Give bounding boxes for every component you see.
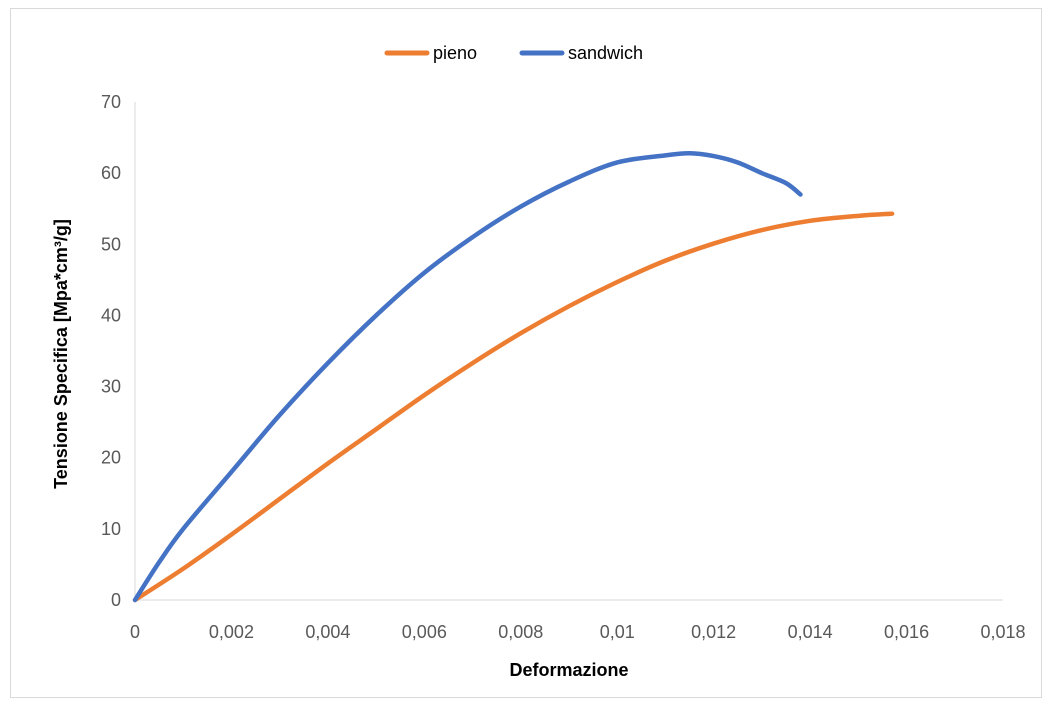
legend: pieno sandwich xyxy=(384,43,643,63)
y-tick-label: 0 xyxy=(111,590,121,610)
x-tick-label: 0,008 xyxy=(498,622,543,642)
series-lines xyxy=(132,150,895,603)
x-tick-label: 0,016 xyxy=(884,622,929,642)
x-tick-label: 0 xyxy=(130,622,140,642)
legend-label-pieno: pieno xyxy=(433,43,477,63)
y-tick-labels: 0 10 20 30 40 50 60 70 xyxy=(101,92,121,610)
y-tick-label: 60 xyxy=(101,163,121,183)
chart-frame xyxy=(10,8,1042,698)
y-tick-label: 50 xyxy=(101,234,121,254)
y-tick-label: 20 xyxy=(101,448,121,468)
legend-label-sandwich: sandwich xyxy=(568,43,643,63)
x-tick-labels: 0 0,002 0,004 0,006 0,008 0,01 0,012 0,014 0,016… xyxy=(130,622,1026,642)
x-tick-label: 0,002 xyxy=(209,622,254,642)
x-tick-label: 0,014 xyxy=(788,622,833,642)
x-tick-label: 0,01 xyxy=(600,622,635,642)
series-line-pieno xyxy=(132,211,895,603)
x-tick-label: 0,006 xyxy=(402,622,447,642)
y-tick-label: 10 xyxy=(101,519,121,539)
y-axis-title: Tensione Specifica [Mpa*cm³/g] xyxy=(51,219,71,489)
y-tick-label: 30 xyxy=(101,377,121,397)
x-tick-label: 0,018 xyxy=(980,622,1025,642)
x-axis-title: Deformazione xyxy=(509,660,628,680)
x-tick-label: 0,012 xyxy=(691,622,736,642)
y-tick-label: 70 xyxy=(101,92,121,112)
series-line-sandwich xyxy=(132,150,803,603)
y-tick-label: 40 xyxy=(101,305,121,325)
x-tick-label: 0,004 xyxy=(305,622,350,642)
